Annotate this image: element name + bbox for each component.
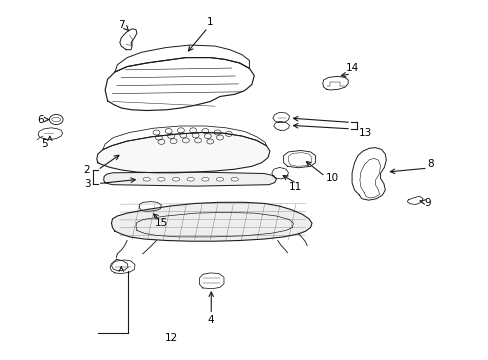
Polygon shape bbox=[97, 132, 269, 173]
Ellipse shape bbox=[172, 177, 180, 181]
Text: 4: 4 bbox=[206, 315, 213, 325]
Text: 12: 12 bbox=[164, 333, 178, 343]
Ellipse shape bbox=[186, 177, 194, 181]
Text: 10: 10 bbox=[325, 173, 338, 183]
Ellipse shape bbox=[231, 177, 238, 181]
Text: 11: 11 bbox=[288, 182, 302, 192]
Text: 6: 6 bbox=[37, 114, 43, 125]
Text: 14: 14 bbox=[345, 63, 358, 73]
Text: 2: 2 bbox=[83, 165, 90, 175]
Text: 3: 3 bbox=[83, 179, 90, 189]
Text: 9: 9 bbox=[424, 198, 430, 208]
Text: 13: 13 bbox=[358, 128, 372, 138]
Text: 7: 7 bbox=[118, 20, 124, 30]
Polygon shape bbox=[111, 202, 311, 241]
Text: 1: 1 bbox=[206, 17, 213, 27]
Ellipse shape bbox=[157, 177, 164, 181]
Ellipse shape bbox=[201, 177, 208, 181]
Polygon shape bbox=[103, 172, 276, 186]
Text: 15: 15 bbox=[154, 218, 168, 228]
Text: 8: 8 bbox=[426, 159, 433, 169]
Ellipse shape bbox=[216, 177, 223, 181]
Text: 5: 5 bbox=[41, 139, 48, 149]
Ellipse shape bbox=[143, 177, 150, 181]
